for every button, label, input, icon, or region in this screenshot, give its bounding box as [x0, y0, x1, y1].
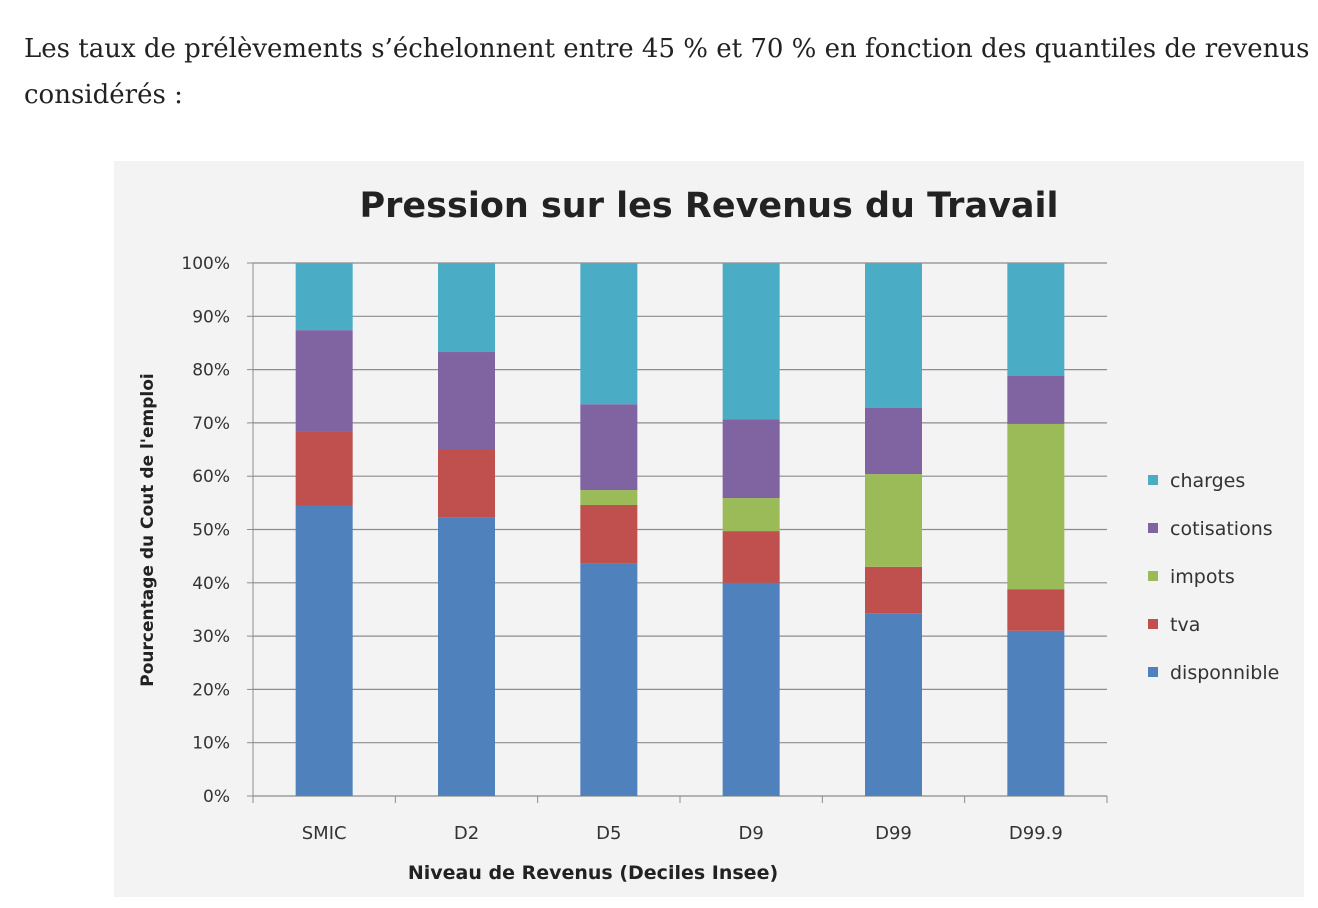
bar-segment-tva [580, 504, 638, 564]
y-tick-label: 10% [192, 734, 230, 754]
bar-segment-cotisations [722, 419, 780, 499]
paragraph-line-1: Les taux de prélèvements s’échelonnent e… [24, 34, 1310, 64]
bar-segment-charges [722, 263, 780, 420]
bar-segment-disponnible [295, 505, 353, 796]
legend-label: cotisations [1170, 518, 1273, 540]
bar-segment-tva [295, 431, 353, 506]
y-tick-label: 0% [203, 787, 230, 807]
chart-title: Pression sur les Revenus du Travail [360, 186, 1059, 226]
bar-segment-cotisations [295, 330, 353, 432]
x-tick-label: D99.9 [1009, 823, 1063, 844]
bar-segment-impots [580, 490, 638, 505]
y-tick-label: 70% [192, 414, 230, 434]
legend-swatch [1148, 619, 1158, 629]
x-tick-label: D2 [454, 823, 479, 844]
bar-segment-impots [1007, 423, 1065, 590]
x-axis-label: Niveau de Revenus (Deciles Insee) [408, 862, 778, 884]
y-tick-label: 80% [192, 361, 230, 381]
bar-segment-disponnible [865, 613, 922, 796]
bar-segment-tva [1007, 589, 1065, 631]
legend-label: disponnible [1170, 662, 1279, 684]
bar-segment-tva [865, 566, 922, 614]
bar-segment-disponnible [722, 582, 780, 796]
y-tick-label: 50% [192, 521, 230, 541]
y-tick-label: 100% [181, 254, 230, 274]
y-tick-label: 90% [192, 307, 230, 327]
x-tick-label: D99 [875, 823, 912, 844]
bar-segment-tva [722, 531, 780, 583]
legend-label: impots [1170, 566, 1235, 588]
bar-segment-cotisations [438, 352, 495, 450]
bar-segment-impots [722, 498, 780, 532]
intro-paragraph: Les taux de prélèvements s’échelonnent e… [24, 26, 1318, 118]
legend-swatch [1148, 571, 1158, 581]
x-tick-label: SMIC [302, 823, 347, 844]
legend-label: charges [1170, 470, 1245, 492]
legend-label: tva [1170, 614, 1200, 636]
bar-segment-cotisations [580, 404, 638, 491]
legend-swatch [1148, 475, 1158, 485]
chart-image: Pression sur les Revenus du Travail Nive… [114, 161, 1304, 897]
bar-segment-cotisations [865, 407, 922, 475]
bar-segment-disponnible [580, 563, 638, 796]
bar-segment-charges [295, 263, 353, 331]
stacked-bar-chart: Pression sur les Revenus du Travail Nive… [138, 186, 1279, 884]
legend-swatch [1148, 523, 1158, 533]
bar-segment-charges [438, 263, 495, 353]
bar-segment-disponnible [438, 517, 495, 796]
y-tick-label: 30% [192, 627, 230, 647]
bar-segment-cotisations [1007, 375, 1065, 424]
y-tick-label: 60% [192, 467, 230, 487]
x-tick-label: D5 [596, 823, 621, 844]
x-tick-label: D9 [739, 823, 764, 844]
paragraph-line-2: considérés : [24, 80, 183, 110]
bar-segment-charges [1007, 263, 1065, 376]
y-tick-label: 20% [192, 680, 230, 700]
bar-segment-impots [865, 474, 922, 567]
bar-segment-disponnible [1007, 630, 1065, 796]
bar-segment-charges [865, 263, 922, 408]
bar-segment-tva [438, 449, 495, 518]
bar-segment-charges [580, 263, 638, 405]
y-tick-label: 40% [192, 574, 230, 594]
legend-swatch [1148, 667, 1158, 677]
y-axis-label: Pourcentage du Cout de l'emploi [138, 373, 158, 686]
